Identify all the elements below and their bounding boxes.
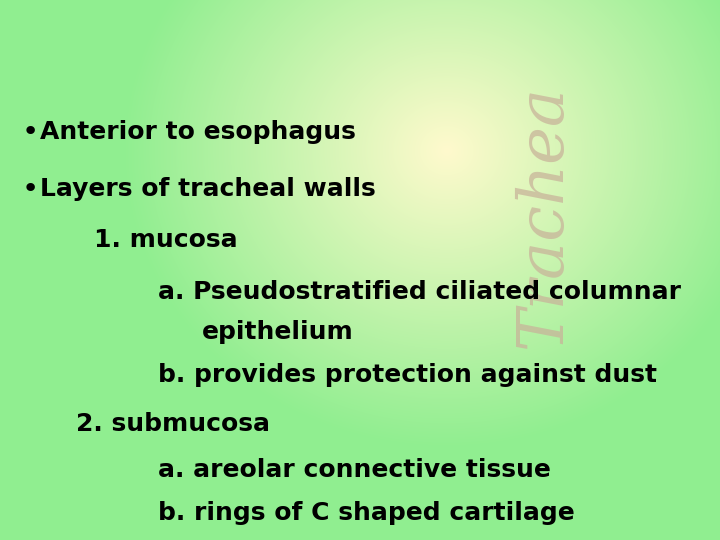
Text: Layers of tracheal walls: Layers of tracheal walls	[40, 177, 375, 201]
Text: b. rings of C shaped cartilage: b. rings of C shaped cartilage	[158, 501, 575, 525]
Text: b. provides protection against dust: b. provides protection against dust	[158, 363, 657, 387]
Text: 2. submucosa: 2. submucosa	[76, 412, 269, 436]
Text: Trachea: Trachea	[513, 84, 575, 348]
Text: 1. mucosa: 1. mucosa	[94, 228, 237, 252]
Text: •: •	[22, 118, 39, 146]
Text: a. areolar connective tissue: a. areolar connective tissue	[158, 458, 552, 482]
Text: •: •	[22, 175, 39, 203]
Text: epithelium: epithelium	[202, 320, 354, 344]
Text: Anterior to esophagus: Anterior to esophagus	[40, 120, 356, 144]
Text: a. Pseudostratified ciliated columnar: a. Pseudostratified ciliated columnar	[158, 280, 681, 303]
